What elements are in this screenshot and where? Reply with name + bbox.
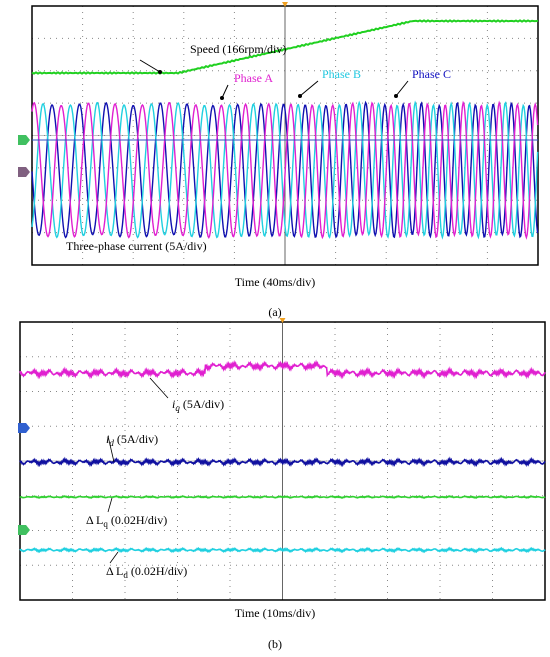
pointer [107, 497, 113, 513]
trigger-marker [282, 2, 288, 7]
pointer [149, 377, 169, 399]
arrow [299, 80, 319, 97]
time-label-b: Time (10ms/div) [235, 606, 316, 620]
pointer [107, 435, 115, 463]
pointer [109, 551, 119, 564]
subscript: d [123, 570, 128, 580]
id-label: id (5A/div) [106, 432, 158, 448]
channel-marker [18, 525, 30, 535]
arrow-head [158, 70, 162, 74]
symbol: i [106, 432, 109, 446]
arrow-head [298, 94, 302, 98]
channel-marker [18, 423, 30, 433]
subscript: d [109, 438, 114, 448]
arrow-head [220, 96, 224, 100]
trigger-marker [279, 318, 286, 323]
trace [19, 359, 546, 380]
arrow [395, 80, 409, 97]
scope-panel-b [18, 318, 546, 601]
trace [19, 456, 546, 468]
arrow [139, 59, 161, 73]
current-label: Three-phase current (5A/div) [66, 239, 207, 253]
arrow [221, 84, 229, 99]
symbol: Δ L [86, 513, 103, 527]
scale: (5A/div) [180, 397, 224, 411]
subscript: q [103, 519, 108, 529]
trace [31, 100, 539, 240]
symbol: i [172, 397, 175, 411]
trace [31, 100, 539, 240]
phase-c-label: Phase C [412, 67, 451, 81]
scale: (0.02H/div) [128, 564, 187, 578]
channel-marker [18, 135, 30, 145]
scale: (5A/div) [114, 432, 158, 446]
symbol: Δ L [106, 564, 123, 578]
channel-marker [18, 167, 30, 177]
arrow-head [394, 94, 398, 98]
subscript: q [175, 403, 180, 413]
dlq-label: Δ Lq (0.02H/div) [86, 513, 167, 529]
scale: (0.02H/div) [108, 513, 167, 527]
speed-label: Speed (166rpm/div) [190, 42, 286, 56]
panel-label-b: (b) [268, 637, 282, 651]
trace [31, 19, 539, 75]
phase-b-label: Phase B [322, 67, 361, 81]
trace [19, 495, 546, 500]
iq-label: iq (5A/div) [172, 397, 224, 413]
trace [19, 546, 546, 554]
panel-label-a: (a) [268, 305, 281, 319]
trace [31, 100, 539, 239]
time-label-a: Time (40ms/div) [235, 275, 316, 289]
scope-panel-a [18, 2, 539, 266]
phase-a-label: Phase A [234, 71, 273, 85]
dld-label: Δ Ld (0.02H/div) [106, 564, 187, 580]
